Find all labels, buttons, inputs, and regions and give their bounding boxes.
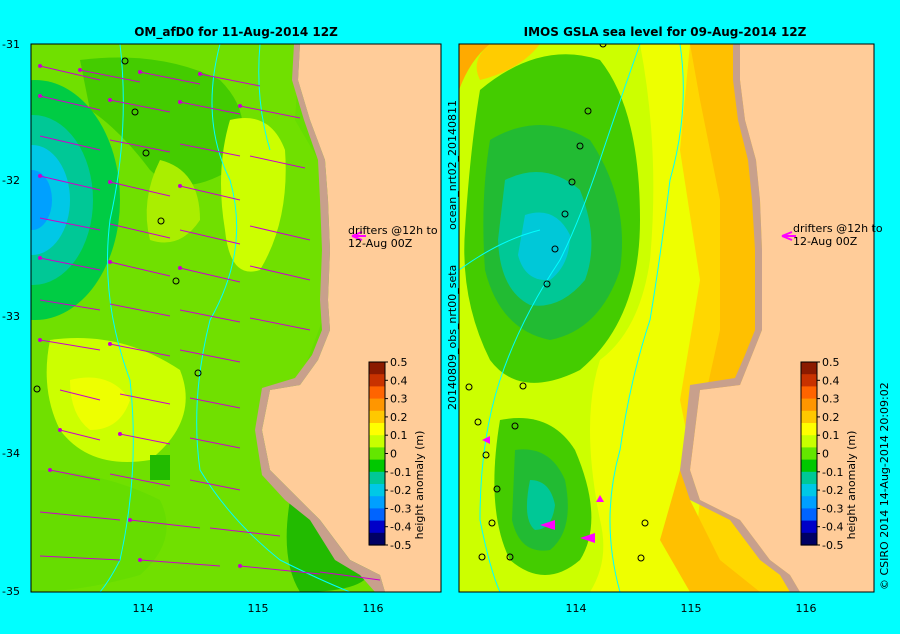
colorbar-swatch — [369, 410, 385, 424]
right-colorbar: 0.5 0.4 0.3 0.2 0.1 0 -0.1 -0.2 -0.3 -0.4 -0.5 — [800, 356, 843, 552]
left-land-mass — [262, 44, 441, 592]
colorbar-tick-label: 0.1 — [822, 429, 840, 442]
lon-tick-label: 115 — [681, 602, 702, 615]
right-drifter-arrows — [482, 436, 604, 543]
right-colorbar-title: height anomaly (m) — [845, 431, 858, 540]
lat-tick-label: -32 — [2, 174, 20, 187]
vertical-source-bottom: 20140809_obs_nrt00_seta — [446, 265, 459, 410]
colorbar-tick-label: -0.4 — [822, 521, 843, 534]
left-lat-axis: -31 -32 -33 -34 -35 — [2, 38, 20, 598]
colorbar-tick-label: 0.5 — [822, 356, 840, 369]
colorbar-swatch — [801, 374, 817, 387]
colorbar-swatch — [369, 447, 385, 461]
right-drifter-markers — [465, 44, 649, 562]
lon-tick-label: 116 — [363, 602, 384, 615]
colorbar-swatch — [369, 532, 385, 546]
colorbar-swatch — [369, 374, 385, 387]
left-velocity-arrows — [39, 65, 381, 581]
left-colorbar-title: height anomaly (m) — [413, 431, 426, 540]
lon-tick-label: 115 — [248, 602, 269, 615]
lat-tick-label: -31 — [2, 38, 20, 51]
right-panel-title: IMOS GSLA sea level for 09-Aug-2014 12Z — [524, 25, 807, 39]
colorbar-swatch — [801, 459, 817, 473]
lon-tick-label: 114 — [133, 602, 154, 615]
vertical-source-top: ocean_nrt02_20140811 — [446, 100, 459, 230]
right-drifter-legend: drifters @12h to 12-Aug 00Z — [781, 222, 883, 248]
left-colorbar: 0.5 0.4 0.3 0.2 0.1 0 -0.1 -0.2 -0.3 -0.4 -0.5 — [368, 356, 411, 552]
colorbar-swatch — [369, 435, 385, 448]
colorbar-swatch — [801, 532, 817, 546]
left-drifter-markers — [33, 57, 202, 393]
left-drifter-legend: drifters @12h to 12-Aug 00Z — [348, 224, 438, 250]
colorbar-tick-label: -0.3 — [822, 502, 843, 515]
colorbar-tick-label: -0.5 — [390, 539, 411, 552]
colorbar-tick-label: -0.2 — [822, 484, 843, 497]
colorbar-tick-label: -0.4 — [390, 521, 411, 534]
colorbar-tick-label: -0.5 — [822, 539, 843, 552]
footer-credit: © CSIRO 2014 14-Aug-2014 20:09:02 — [878, 382, 891, 590]
left-drifter-note-1: drifters @12h to — [348, 224, 438, 237]
lat-tick-label: -33 — [2, 310, 20, 323]
colorbar-tick-label: 0.5 — [390, 356, 408, 369]
colorbar-swatch — [369, 459, 385, 473]
colorbar-swatch — [369, 508, 385, 522]
left-drifter-note-2: 12-Aug 00Z — [348, 237, 413, 250]
colorbar-tick-label: 0 — [390, 448, 397, 461]
colorbar-tick-label: 0.2 — [822, 411, 840, 424]
right-drifter-note-1: drifters @12h to — [793, 222, 883, 235]
colorbar-swatch — [801, 435, 817, 448]
colorbar-swatch — [801, 471, 817, 485]
left-panel-title: OM_afD0 for 11-Aug-2014 12Z — [134, 25, 338, 40]
left-shelf-coast — [255, 44, 385, 592]
colorbar-swatch — [801, 398, 817, 412]
colorbar-swatch — [369, 423, 385, 436]
lon-tick-label: 114 — [566, 602, 587, 615]
colorbar-swatch — [369, 362, 385, 375]
colorbar-swatch — [801, 410, 817, 424]
colorbar-swatch — [801, 362, 817, 375]
colorbar-tick-label: 0.4 — [390, 374, 408, 387]
right-land-mass — [690, 44, 874, 592]
colorbar-tick-label: 0.1 — [390, 429, 408, 442]
colorbar-swatch — [801, 386, 817, 400]
colorbar-tick-label: -0.1 — [822, 466, 843, 479]
colorbar-tick-label: 0.4 — [822, 374, 840, 387]
colorbar-swatch — [369, 484, 385, 497]
colorbar-swatch — [801, 423, 817, 436]
colorbar-swatch — [369, 386, 385, 400]
colorbar-tick-label: 0 — [822, 448, 829, 461]
lat-tick-label: -34 — [2, 447, 20, 460]
left-lon-axis: 114 115 116 — [133, 602, 384, 615]
colorbar-tick-label: 0.3 — [822, 393, 840, 406]
colorbar-tick-label: 0.2 — [390, 411, 408, 424]
lat-tick-label: -35 — [2, 585, 20, 598]
colorbar-swatch — [801, 520, 817, 534]
colorbar-swatch — [369, 398, 385, 412]
left-arrow-heads — [38, 64, 242, 568]
right-lon-axis: 114 115 116 — [566, 602, 817, 615]
right-map-area — [459, 44, 874, 592]
colorbar-swatch — [369, 471, 385, 485]
colorbar-tick-label: -0.3 — [390, 502, 411, 515]
colorbar-tick-label: -0.2 — [390, 484, 411, 497]
colorbar-swatch — [369, 520, 385, 534]
right-drifter-note-2: 12-Aug 00Z — [793, 235, 858, 248]
colorbar-swatch — [801, 508, 817, 522]
colorbar-tick-label: -0.1 — [390, 466, 411, 479]
colorbar-swatch — [801, 496, 817, 509]
colorbar-swatch — [801, 447, 817, 461]
colorbar-tick-label: 0.3 — [390, 393, 408, 406]
right-map-panel: IMOS GSLA sea level for 09-Aug-2014 12Z — [446, 25, 883, 615]
lon-tick-label: 116 — [796, 602, 817, 615]
colorbar-swatch — [801, 484, 817, 497]
colorbar-swatch — [369, 496, 385, 509]
